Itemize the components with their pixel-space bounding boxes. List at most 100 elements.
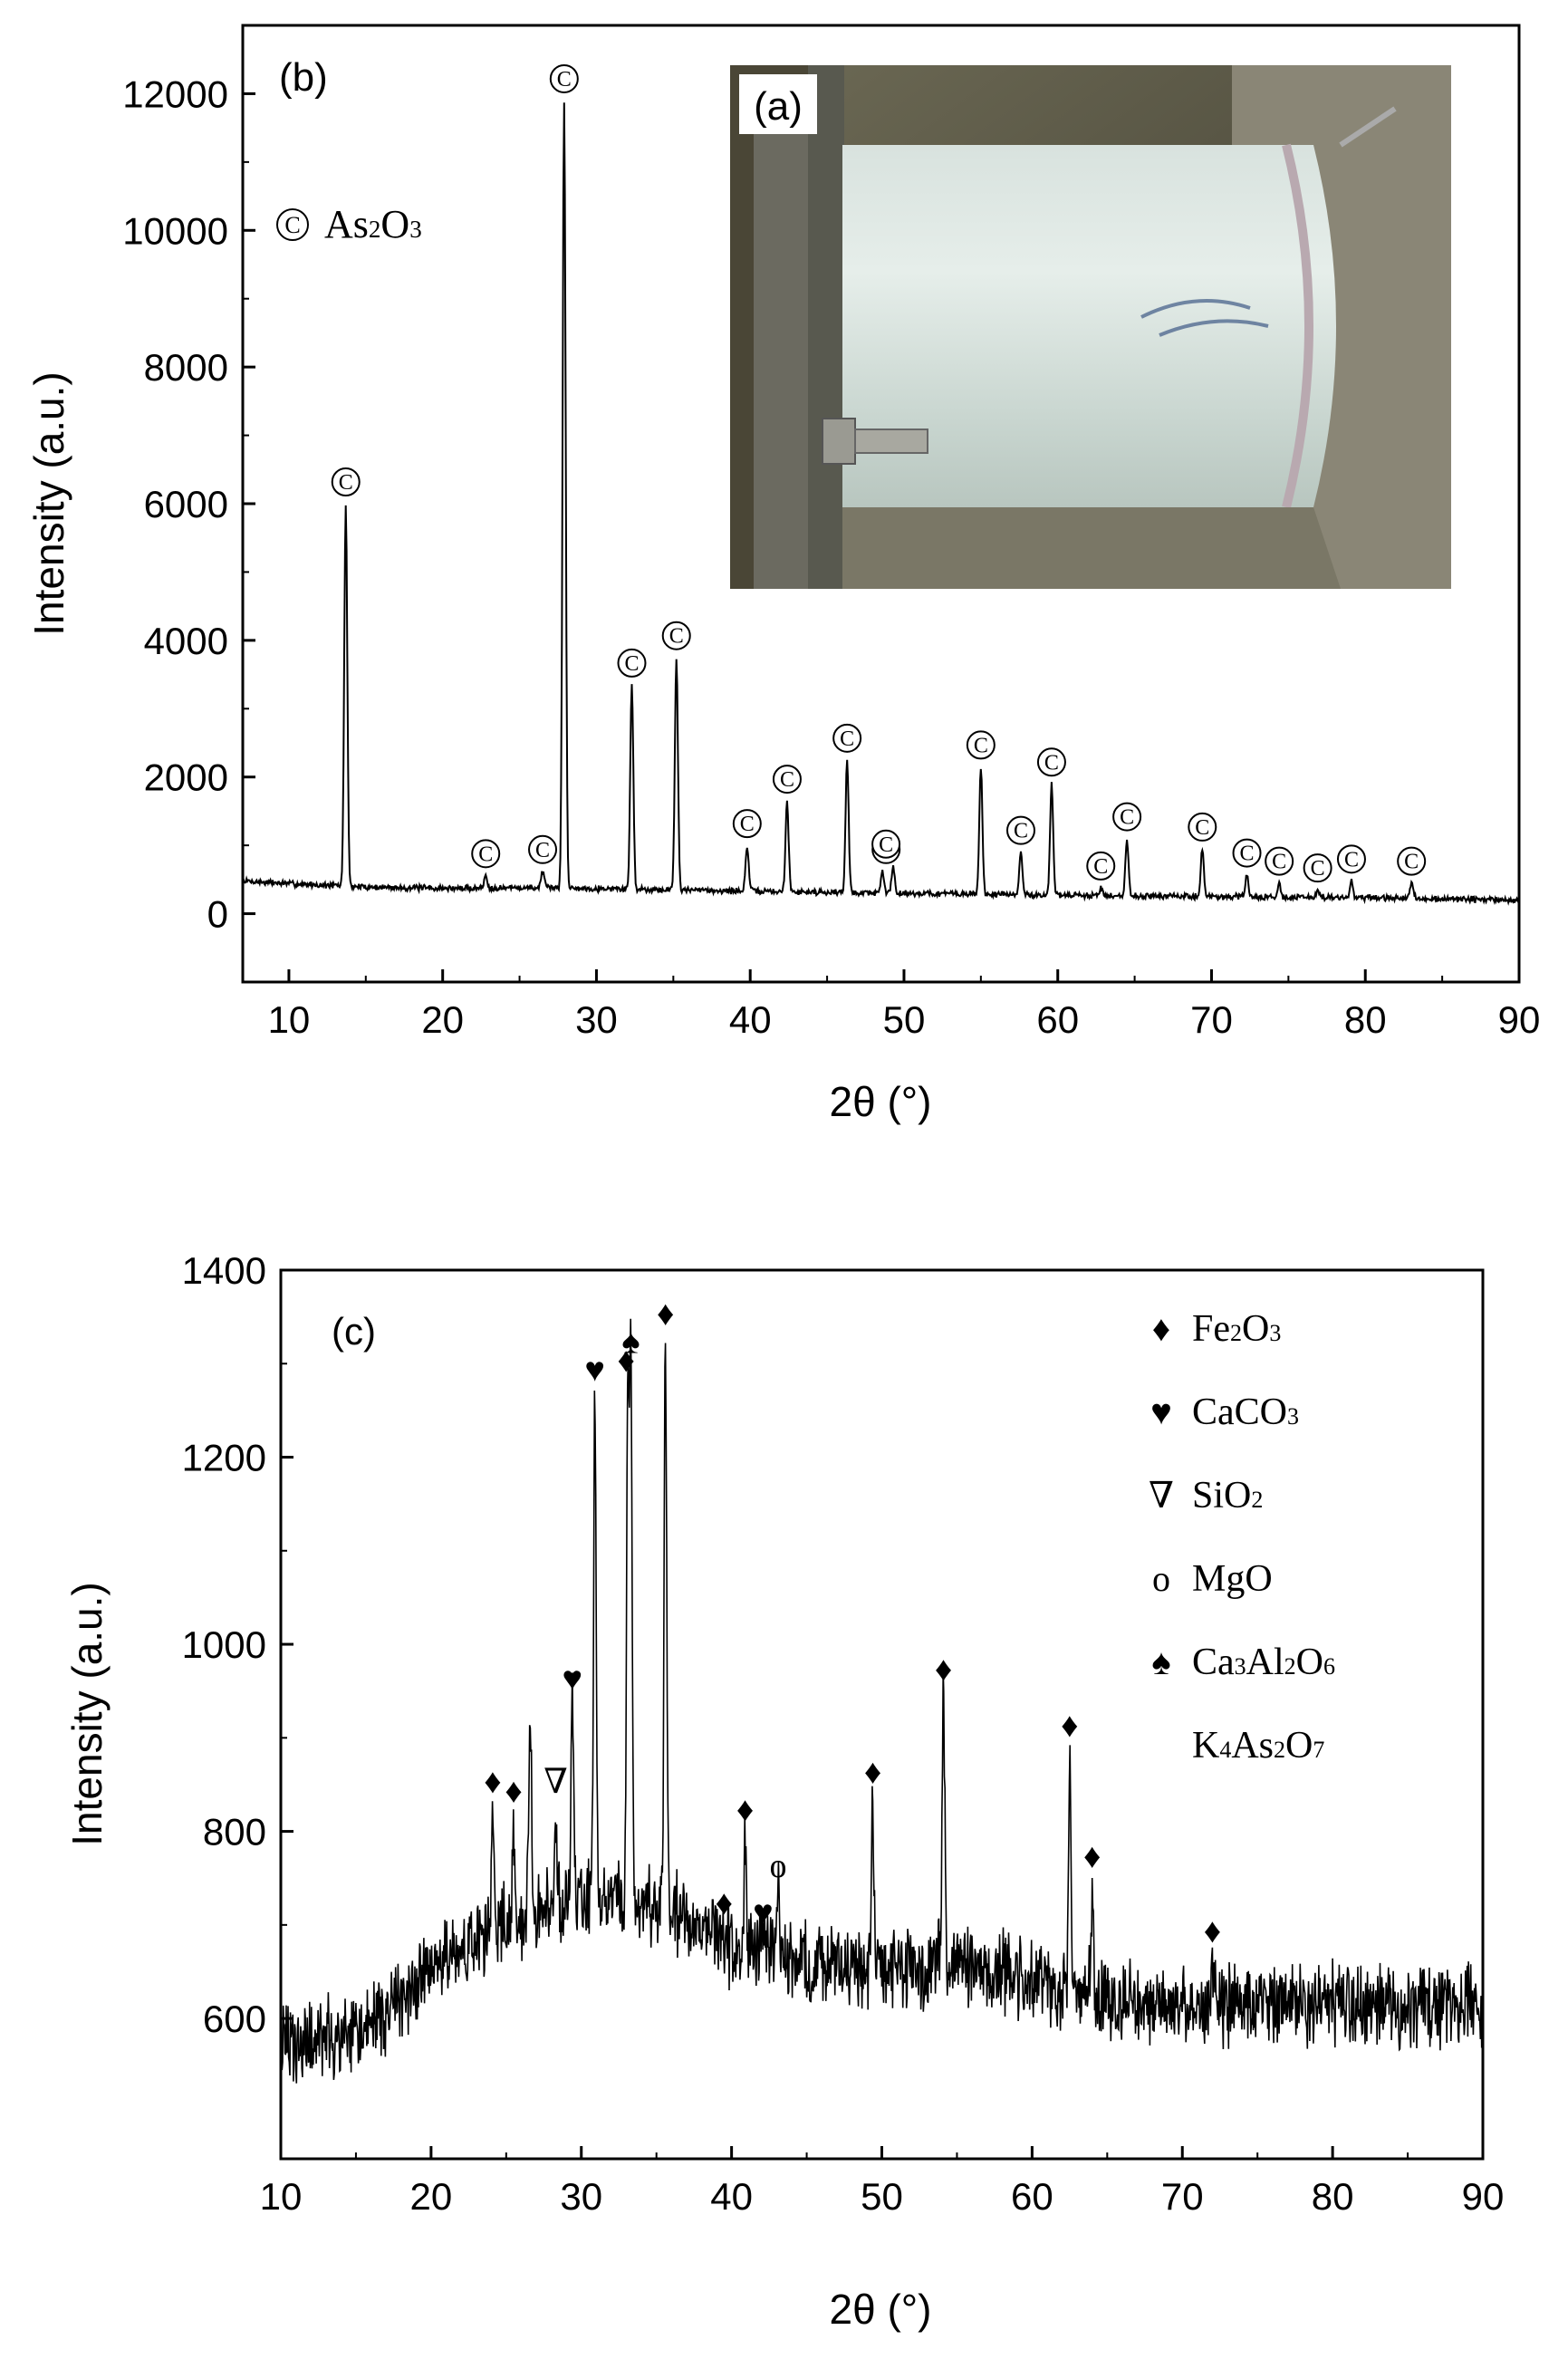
panel-b-peak-marker: C (966, 730, 996, 760)
panel-c-legend-label: Fe2O3 (1192, 1308, 1281, 1350)
svg-text:C: C (284, 212, 300, 238)
inset-photo-flange-plate (754, 82, 808, 589)
panel-c-peak-marker: ♦ (484, 1763, 501, 1801)
panel-c-y-tick-label: 600 (203, 1998, 266, 2040)
panel-b-peak-marker: C (1188, 812, 1217, 842)
panel-c-legend-symbol: ♠ (1151, 1642, 1170, 1682)
panel-c-peak-marker: ∇ (544, 1763, 568, 1801)
panel-b-legend-label: As2O3 (324, 202, 422, 246)
panel-b: CCCCCCCCCCCCCCCCCCCCCC 10203040506070809… (25, 24, 1540, 1125)
svg-text:C: C (1240, 842, 1255, 866)
panel-b-peak-marker: C (471, 839, 501, 869)
panel-b-x-axis-label: 2θ (°) (830, 1078, 932, 1125)
inset-photo: (a) (730, 65, 1451, 589)
panel-c-peak-marker: o (770, 1847, 787, 1885)
panel-b-x-tick-label: 10 (268, 998, 311, 1041)
panel-b-peak-marker: C (617, 648, 647, 678)
panel-b-peak-marker: C (1265, 846, 1294, 876)
panel-c-axes: 10 20 30 40 50 60 70 80 90 600 800 1000 1200 1400 (182, 1249, 1505, 2218)
panel-b-plot-area: CCCCCCCCCCCCCCCCCCCCCC (243, 63, 1519, 906)
panel-b-y-tick-label: 0 (207, 893, 228, 936)
panel-c-peak-marker: ♦ (716, 1884, 733, 1922)
panel-b-peak-marker: C (1005, 815, 1035, 845)
svg-text:C: C (535, 839, 550, 862)
inset-label: (a) (754, 84, 803, 129)
panel-c-legend-symbol: ♥ (1150, 1391, 1172, 1432)
panel-b-y-tick-label: 12000 (122, 72, 228, 115)
panel-b-peak-marker: C (1336, 844, 1366, 874)
svg-text:C: C (840, 727, 854, 751)
panel-b-y-tick-label: 10000 (122, 209, 228, 252)
inset-photo-cylinder-rim (1282, 143, 1313, 509)
panel-c-peak-marker: ♥ (753, 1893, 774, 1931)
svg-text:C: C (1093, 855, 1108, 879)
panel-b-peak-marker: C (331, 467, 361, 496)
panel-b-y-tick-label: 2000 (144, 756, 228, 799)
panel-c-x-tick-label: 30 (560, 2175, 602, 2218)
inset-photo-cylinder (842, 145, 1336, 507)
panel-c-y-tick-label: 1200 (182, 1437, 266, 1479)
panel-b-y-axis-label: Intensity (a.u.) (25, 371, 72, 635)
panel-c-legend-label: K4As2O7 (1192, 1725, 1324, 1767)
panel-b-peak-marker: C (832, 723, 862, 753)
inset-photo-bolt (854, 428, 928, 454)
panel-c-peak-marker: ♦ (1204, 1912, 1221, 1950)
svg-text:C: C (1120, 806, 1134, 830)
panel-b-peak-marker: C (732, 809, 762, 839)
panel-c-x-tick-label: 50 (861, 2175, 903, 2218)
panel-c-peak-marker: ♦ (935, 1651, 952, 1689)
panel-c-label: (c) (332, 1310, 376, 1353)
panel-b-x-tick-label: 50 (883, 998, 926, 1041)
panel-c-x-axis-label: 2θ (°) (830, 2286, 932, 2333)
panel-c-y-axis-label: Intensity (a.u.) (63, 1582, 111, 1845)
svg-text:C: C (624, 652, 639, 676)
panel-c-peak-marker: ♦ (1083, 1838, 1101, 1876)
panel-b-xrd-pattern-line (243, 102, 1519, 906)
svg-text:C: C (478, 842, 493, 866)
svg-text:C: C (557, 68, 572, 91)
panel-b-label: (b) (279, 55, 328, 100)
panel-b-x-tick-label: 20 (421, 998, 464, 1041)
svg-text:C: C (780, 768, 794, 792)
panel-c-legend-symbol: ♦ (1152, 1308, 1170, 1349)
panel-c-peak-marker: ♦ (736, 1791, 754, 1829)
panel-c-frame (279, 1268, 1485, 2161)
panel-c-x-tick-label: 60 (1011, 2175, 1053, 2218)
panel-b-legend-marker: C (276, 208, 309, 241)
panel-c-legend-label: MgO (1192, 1558, 1273, 1600)
panel-c-peak-marker: ♠ (621, 1324, 640, 1362)
panel-c-legend-label: CaCO3 (1192, 1391, 1299, 1433)
inset-photo-nut (822, 418, 856, 465)
svg-text:C: C (1014, 820, 1028, 843)
svg-text:C: C (974, 734, 988, 757)
panel-b-peak-marker: C (528, 834, 558, 864)
panel-c-peak-marker: ♥ (584, 1352, 605, 1390)
panel-c-x-tick-label: 70 (1161, 2175, 1204, 2218)
panel-c-y-tick-label: 800 (203, 1811, 266, 1854)
panel-c-legend-symbol: ∇ (1149, 1475, 1174, 1516)
panel-c: ♦ ♦ ∇♥♥ ♦♠♦♦♦♥o♦♦♦♦♦ 10 20 30 40 50 60 70 80 906008… (63, 1249, 1504, 2333)
inset-label-box (739, 74, 817, 134)
panel-c-y-tick-label: 1400 (182, 1249, 266, 1292)
panel-b-peak-marker: C (1086, 851, 1116, 881)
svg-text:C: C (1404, 851, 1419, 874)
panel-b-peak-marker: C (549, 63, 579, 93)
panel-b-peak-marker: C (1303, 853, 1332, 883)
panel-c-legend: ♦ Fe2O3 ♥ CaCO3 ∇ SiO2 o MgO ♠ Ca3Al2O6 K4As2O7 (1149, 1308, 1335, 1767)
panel-c-peak-marker: ♦ (864, 1754, 881, 1792)
svg-text:C: C (669, 625, 684, 649)
panel-c-x-tick-label: 20 (410, 2175, 453, 2218)
inset-photo-floor (842, 507, 1341, 589)
panel-b-peak-marker: C (1397, 846, 1427, 876)
panel-c-x-tick-label: 90 (1462, 2175, 1505, 2218)
panel-b-x-tick-label: 60 (1036, 998, 1079, 1041)
panel-c-peak-marker: ♥ (563, 1660, 583, 1698)
panel-b-peak-marker: C (772, 765, 802, 794)
inset-photo-marker-lines (1140, 299, 1269, 337)
panel-b-legend: C As2O3 (276, 202, 422, 246)
panel-c-peak-marker: ♦ (657, 1295, 674, 1334)
panel-c-y-tick-label: 1000 (182, 1623, 266, 1666)
panel-b-x-tick-label: 40 (729, 998, 772, 1041)
svg-text:C: C (1344, 848, 1359, 871)
